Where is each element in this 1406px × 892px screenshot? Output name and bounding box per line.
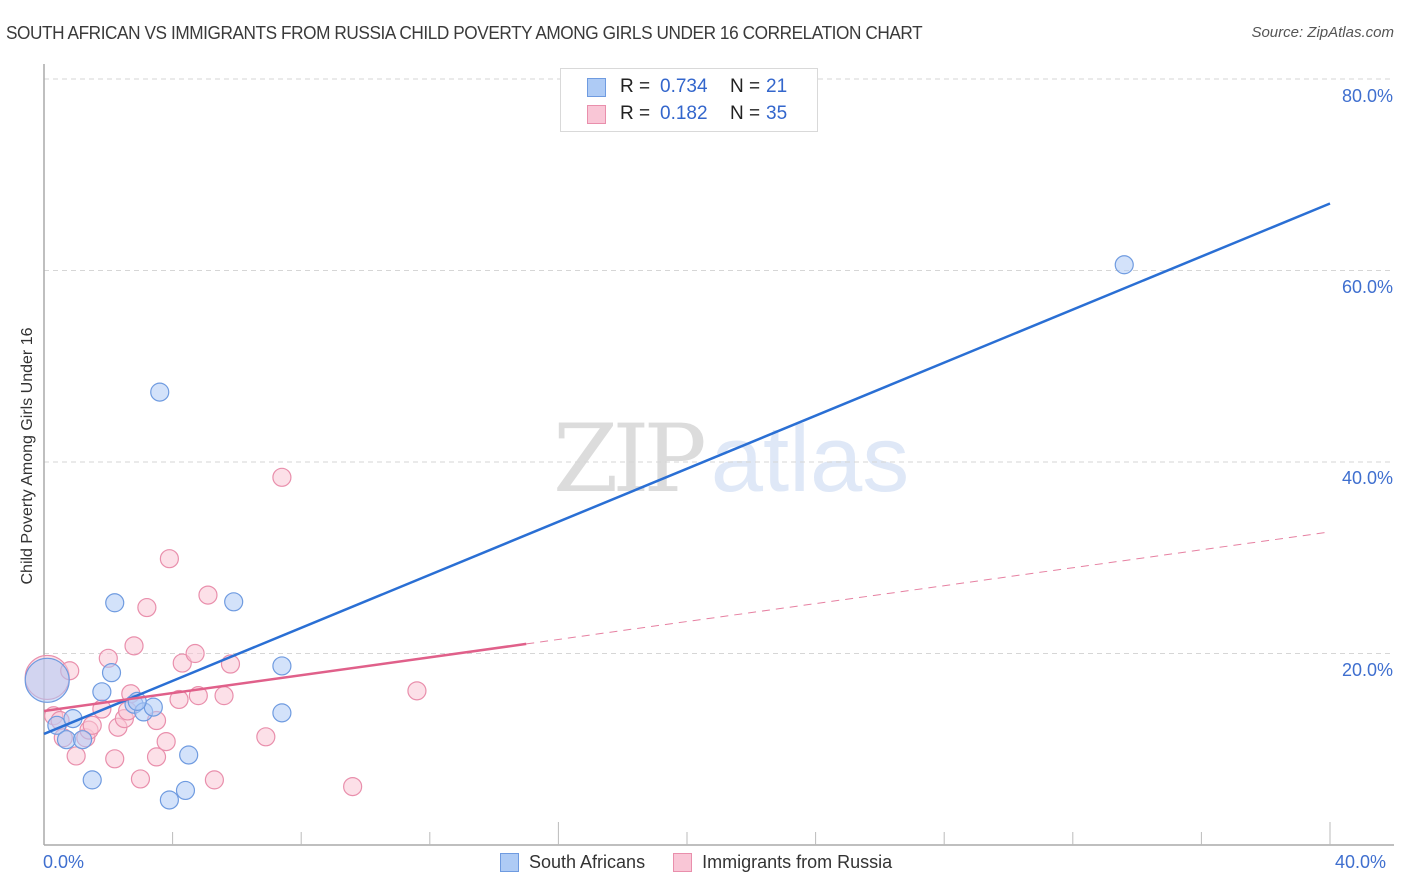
- r-value: 0.734: [660, 76, 708, 97]
- data-point: [343, 776, 363, 797]
- gridlines: [44, 78, 1392, 654]
- watermark-zip: ZIP: [553, 405, 707, 514]
- n-value: 21: [766, 76, 788, 97]
- axes: [43, 64, 1394, 846]
- data-point: [204, 770, 224, 790]
- x-tick-0: 0.0%: [43, 852, 85, 872]
- data-point: [172, 653, 192, 673]
- chart-title: SOUTH AFRICAN VS IMMIGRANTS FROM RUSSIA …: [6, 22, 923, 43]
- data-point: [105, 749, 125, 769]
- legend-label: Immigrants from Russia: [702, 852, 893, 872]
- r-value: 0.182: [660, 103, 708, 124]
- data-point: [72, 730, 93, 750]
- data-point: [272, 703, 292, 723]
- data-point: [159, 549, 179, 569]
- data-point: [150, 382, 170, 402]
- data-point: [1114, 255, 1134, 275]
- zipatlas-watermark: ZIP atlas: [553, 405, 909, 514]
- data-point: [66, 746, 86, 766]
- correlation-legend: R = 0.734 N = 21 R = 0.182 N = 35: [560, 68, 818, 132]
- data-point: [82, 770, 102, 790]
- data-point: [214, 686, 234, 706]
- data-point: [175, 780, 196, 801]
- source-label: Source: ZipAtlas.com: [1251, 24, 1394, 41]
- data-point: [82, 715, 102, 735]
- data-point: [124, 636, 144, 656]
- legend-row-south-africans: R = 0.734 N = 21: [587, 75, 787, 99]
- legend-row-immigrants-from-russia: R = 0.182 N = 35: [587, 102, 787, 126]
- data-point: [179, 745, 199, 765]
- legend-label: South Africans: [529, 852, 646, 872]
- series-legend: South Africans Immigrants from Russia: [500, 852, 920, 873]
- legend-swatch-pink: [587, 104, 606, 124]
- y-tick-20: 20.0%: [1341, 660, 1393, 680]
- y-tick-80: 80.0%: [1341, 86, 1393, 106]
- data-point: [256, 727, 276, 747]
- watermark-atlas: atlas: [710, 406, 910, 511]
- data-point: [407, 681, 427, 701]
- n-value: 35: [766, 103, 788, 124]
- data-point: [224, 592, 244, 612]
- legend-item-south-africans[interactable]: South Africans: [500, 852, 645, 873]
- n-label: N =: [730, 76, 761, 97]
- trendline-immigrants-from-russia: [43, 642, 527, 713]
- series-south-africans: [24, 255, 1134, 810]
- legend-swatch-blue: [500, 853, 519, 872]
- legend-swatch-blue: [587, 77, 606, 97]
- data-point: [169, 689, 189, 710]
- trendline-extension-immigrants-from-russia: [526, 531, 1331, 645]
- legend-item-immigrants-from-russia[interactable]: Immigrants from Russia: [673, 852, 892, 873]
- data-point: [143, 697, 163, 717]
- data-point: [156, 731, 176, 752]
- legend-swatch-pink: [673, 853, 693, 872]
- data-point: [159, 790, 179, 810]
- data-point: [101, 663, 122, 683]
- data-point: [137, 597, 157, 618]
- y-tick-40: 40.0%: [1341, 468, 1393, 488]
- x-tick-40: 40.0%: [1335, 852, 1387, 872]
- data-point: [56, 730, 77, 750]
- y-tick-60: 60.0%: [1341, 277, 1393, 297]
- data-point: [272, 656, 292, 676]
- data-point: [130, 769, 151, 789]
- r-label: R =: [620, 76, 651, 97]
- data-point: [146, 747, 167, 767]
- data-point: [198, 585, 218, 605]
- data-point: [105, 593, 125, 613]
- trendlines: [43, 202, 1331, 736]
- data-point: [272, 467, 292, 487]
- data-point: [185, 643, 205, 664]
- trendline-south-africans: [43, 202, 1331, 736]
- data-point: [24, 657, 70, 703]
- r-label: R =: [620, 103, 651, 124]
- y-axis-label: Child Poverty Among Girls Under 16: [19, 327, 36, 585]
- n-label: N =: [730, 103, 761, 124]
- data-point: [92, 682, 112, 702]
